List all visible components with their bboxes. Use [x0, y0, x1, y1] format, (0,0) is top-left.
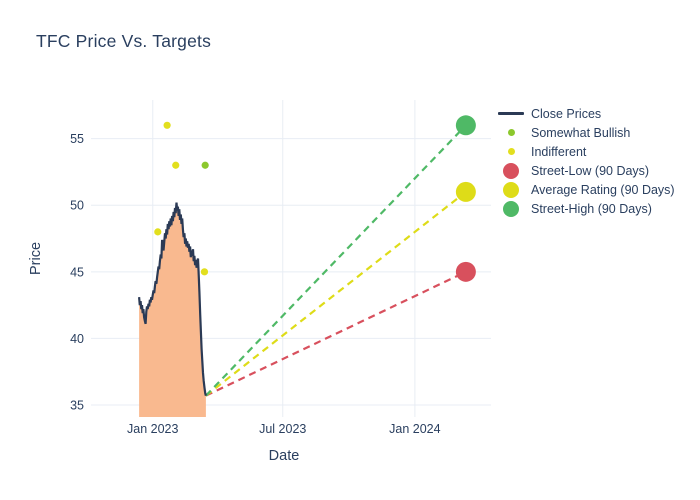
- legend-item-label: Indifferent: [531, 144, 587, 159]
- legend-item-label: Street-High (90 Days): [531, 201, 652, 216]
- legend-item-label: Somewhat Bullish: [531, 125, 631, 140]
- legend-swatch-shape: [503, 200, 519, 217]
- legend-item-somewhat-bullish[interactable]: Somewhat Bullish: [496, 123, 675, 142]
- legend-item-average-rating-90-days[interactable]: Average Rating (90 Days): [496, 180, 675, 199]
- legend-item-label: Street-Low (90 Days): [531, 163, 650, 178]
- legend-swatch-shape: [503, 162, 519, 179]
- legend-swatch-shape: [503, 181, 519, 198]
- x-tick-label: Jan 2023: [127, 422, 178, 436]
- legend-item-label: Close Prices: [531, 106, 602, 121]
- rating-dot-indifferent: [163, 121, 171, 129]
- y-tick-label: 55: [70, 132, 84, 146]
- rating-dot-somewhat-bullish: [201, 161, 209, 169]
- target-line-street-low-90-days: [205, 270, 467, 397]
- x-axis-title: Date: [269, 448, 300, 464]
- legend-dot-icon: [496, 200, 526, 217]
- x-tick-label: Jul 2023: [259, 422, 306, 436]
- y-axis-title: Price: [28, 242, 44, 275]
- close-price-line: [138, 202, 207, 396]
- legend-item-label: Average Rating (90 Days): [531, 182, 675, 197]
- rating-dot-indifferent: [200, 268, 209, 276]
- y-tick-label: 45: [70, 265, 84, 279]
- rating-dot-indifferent: [172, 161, 180, 169]
- legend-dot-icon: [496, 129, 526, 136]
- target-marker-street-low-90-days: [455, 261, 476, 282]
- legend-swatch-shape: [507, 129, 515, 136]
- target-line-average-rating-90-days: [205, 191, 467, 397]
- y-tick-label: 50: [70, 199, 84, 213]
- target-marker-street-high-90-days: [455, 115, 476, 136]
- target-marker-average-rating-90-days: [455, 181, 476, 202]
- legend-item-street-high-90-days[interactable]: Street-High (90 Days): [496, 199, 675, 218]
- legend-item-close-prices[interactable]: Close Prices: [496, 104, 675, 123]
- legend-line-swatch-icon: [496, 112, 526, 115]
- legend: Close Prices Somewhat Bullish Indifferent S…: [496, 104, 675, 218]
- legend-dot-icon: [496, 148, 526, 155]
- legend-dot-icon: [496, 162, 526, 179]
- legend-item-indifferent[interactable]: Indifferent: [496, 142, 675, 161]
- close-price-area: [139, 202, 206, 417]
- legend-dot-icon: [496, 181, 526, 198]
- legend-swatch-shape: [507, 148, 515, 155]
- x-tick-label: Jan 2024: [389, 422, 440, 436]
- page-title: TFC Price Vs. Targets: [36, 31, 212, 51]
- target-line-street-high-90-days: [205, 124, 467, 397]
- rating-dot-indifferent: [154, 228, 162, 236]
- legend-item-street-low-90-days[interactable]: Street-Low (90 Days): [496, 161, 675, 180]
- legend-swatch-shape: [498, 112, 524, 115]
- y-tick-label: 35: [70, 399, 84, 413]
- y-tick-label: 40: [70, 332, 84, 346]
